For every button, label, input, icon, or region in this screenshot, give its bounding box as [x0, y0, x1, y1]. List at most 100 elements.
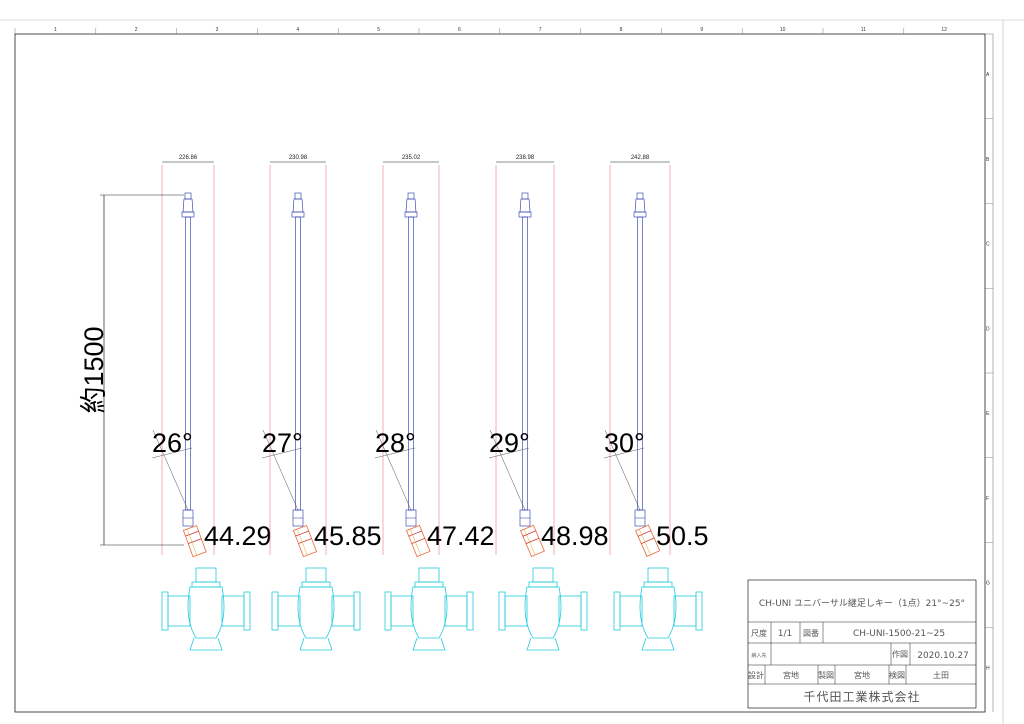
column-number: 4 — [296, 27, 299, 33]
left-flange — [504, 595, 528, 627]
angle-label: 26° — [152, 428, 193, 458]
angle-label: 27° — [262, 428, 303, 458]
key-head — [519, 198, 531, 213]
column-number: 11 — [861, 27, 866, 33]
column-number: 12 — [941, 27, 947, 33]
column-number: 1 — [54, 27, 57, 33]
company-name: 千代田工業株式会社 — [803, 689, 920, 704]
valve-assembly: 242.88 30° 50.5 — [603, 155, 709, 651]
width-dimension: 235.02 — [402, 155, 421, 161]
left-flange-face — [613, 591, 621, 631]
row-ruler: A B C D E F G H — [985, 33, 993, 671]
angle-arc — [261, 447, 303, 459]
valve-bonnet — [195, 567, 217, 583]
offset-dimension: 44.29 — [204, 521, 272, 551]
column-number: 10 — [780, 27, 786, 33]
column-number: 7 — [539, 27, 542, 33]
valve-bonnet-flange — [528, 581, 558, 588]
angle-ref-line — [375, 429, 412, 511]
angle-label: 28° — [375, 428, 416, 458]
key-shaft — [637, 216, 643, 511]
width-dimension: 238.98 — [516, 155, 535, 161]
stem-line — [525, 537, 540, 544]
valve-bonnet — [418, 567, 440, 583]
stem-line — [522, 530, 536, 537]
design-name: 宮地 — [783, 670, 799, 680]
right-flange-face — [695, 591, 703, 631]
right-flange-face — [466, 591, 474, 631]
row-letter: D — [986, 326, 990, 332]
key-collar — [518, 211, 532, 218]
key-shaft — [185, 216, 191, 511]
key-cap — [636, 192, 644, 200]
key-head — [292, 198, 304, 213]
gate-valve — [613, 567, 703, 651]
gate-valve — [271, 567, 361, 651]
valve-bonnet-flange — [301, 581, 331, 588]
key-cap — [407, 192, 415, 200]
key-collar — [291, 211, 305, 218]
tilted-valve — [405, 524, 431, 558]
overall-length-label: 約1500 — [79, 326, 109, 413]
title-block: CH-UNI ユニバーサル継足しキー（1点）21°~25° 尺度 1/1 図番 … — [747, 579, 977, 709]
key-head — [182, 198, 194, 213]
drawing-no-label: 図番 — [803, 628, 819, 638]
stem-line — [409, 529, 421, 556]
column-number: 3 — [216, 27, 219, 33]
left-flange-face — [271, 591, 279, 631]
valve-bonnet-flange — [414, 581, 444, 588]
created-date: 2020.10.27 — [917, 651, 969, 661]
valve-bonnet — [305, 567, 327, 583]
right-flange — [673, 595, 697, 627]
width-dimension: 230.98 — [289, 155, 308, 161]
valve-assembly: 238.98 29° 48.98 — [488, 155, 609, 651]
key-collar — [181, 211, 195, 218]
width-dimension: 242.88 — [631, 155, 650, 161]
stem-line — [641, 537, 655, 544]
overall-length-dimension: 約1500 — [79, 194, 184, 546]
gate-valve — [161, 567, 251, 651]
left-flange-face — [498, 591, 506, 631]
angle-ref-line — [262, 429, 299, 511]
valve-bonnet — [647, 567, 669, 583]
offset-dimension: 45.85 — [314, 521, 382, 551]
left-flange — [619, 595, 643, 627]
right-flange — [331, 595, 355, 627]
column-number: 2 — [135, 27, 138, 33]
valve-base — [299, 637, 333, 651]
column-number: 8 — [620, 27, 623, 33]
valve-body — [297, 586, 335, 639]
angle-arc — [374, 447, 416, 459]
stem-line — [186, 528, 197, 556]
key-cap — [294, 192, 302, 200]
angle-ref-line — [489, 429, 526, 511]
valve-base — [189, 637, 223, 651]
key-head — [634, 198, 646, 213]
right-flange — [221, 595, 245, 627]
checked-name: 土田 — [933, 670, 949, 680]
angle-ref-line — [152, 429, 189, 511]
left-flange-face — [384, 591, 392, 631]
stem-line — [296, 528, 308, 556]
valve-base — [641, 637, 675, 651]
row-letter: C — [986, 242, 990, 248]
valve-assembly: 230.98 27° 45.85 — [261, 155, 382, 651]
right-flange-face — [580, 591, 588, 631]
stem-line — [411, 538, 425, 544]
right-flange — [558, 595, 582, 627]
scale-value: 1/1 — [778, 629, 792, 639]
column-number: 9 — [700, 27, 703, 33]
valve-base — [412, 637, 446, 651]
key-shaft — [295, 216, 301, 511]
offset-dimension: 50.5 — [656, 521, 709, 551]
scale-label: 尺度 — [751, 628, 767, 638]
column-number: 6 — [458, 27, 461, 33]
angle-label: 29° — [489, 428, 530, 458]
key-shaft — [522, 216, 528, 511]
angle-label: 30° — [604, 428, 645, 458]
gate-valve — [498, 567, 588, 651]
tilted-valve — [182, 525, 207, 558]
valve-assembly: 235.02 28° 47.42 — [374, 155, 495, 651]
key-collar — [633, 211, 647, 218]
